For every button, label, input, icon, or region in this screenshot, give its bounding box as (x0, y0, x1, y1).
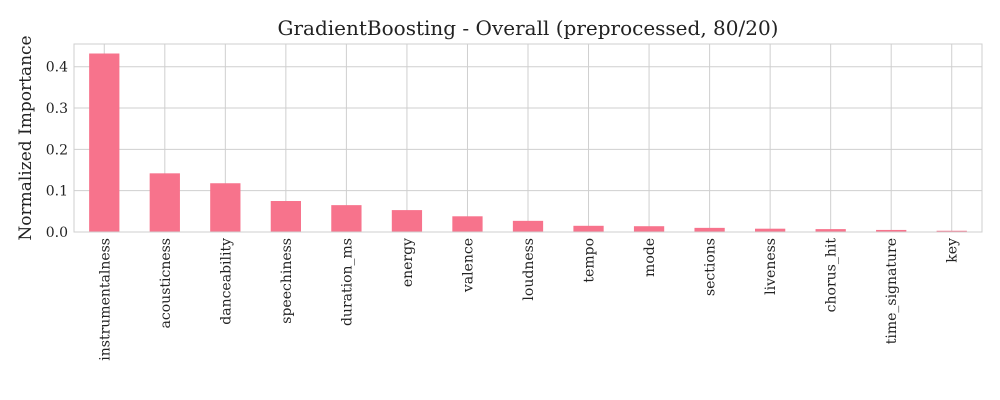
bar-tempo (573, 225, 604, 232)
x-tick-label: liveness (763, 238, 779, 295)
x-tick-label: instrumentalness (97, 238, 113, 361)
bars (89, 53, 967, 232)
y-tick-label: 0.0 (46, 225, 68, 241)
bar-sections (694, 227, 725, 232)
y-tick-label: 0.2 (46, 142, 68, 158)
bar-duration-ms (331, 205, 362, 232)
bar-energy (391, 210, 423, 232)
bar-mode (633, 226, 665, 232)
bar-key (936, 230, 967, 232)
bar-instrumentalness (89, 53, 120, 232)
y-tick-label: 0.4 (46, 60, 68, 76)
x-tick-label: tempo (582, 238, 598, 283)
bar-loudness (512, 220, 544, 232)
x-tick-label: key (945, 238, 961, 263)
y-tick-labels: 0.0 0.1 0.2 0.3 0.4 (46, 60, 68, 241)
bar-liveness (755, 228, 786, 232)
x-tick-label: mode (642, 238, 658, 277)
y-axis-label: Normalized Importance (16, 35, 36, 240)
bar-valence (452, 216, 483, 232)
bar-danceability (210, 183, 241, 232)
x-tick-label: duration_ms (339, 238, 355, 326)
bar-time-signature (876, 229, 907, 232)
x-tick-label: sections (703, 238, 719, 296)
bar-acousticness (149, 173, 180, 232)
x-tick-label: danceability (218, 238, 234, 325)
x-tick-label: loudness (521, 238, 537, 301)
y-tick-label: 0.3 (46, 101, 68, 117)
plot-frame (73, 43, 983, 233)
chart-title: GradientBoosting - Overall (preprocessed… (278, 16, 779, 40)
x-tick-label: speechiness (279, 238, 295, 324)
x-tick-label: acousticness (158, 238, 174, 328)
x-tick-label: time_signature (884, 238, 900, 344)
bar-speechiness (270, 201, 301, 232)
y-tick-label: 0.1 (46, 184, 68, 200)
bar-chorus-hit (815, 229, 846, 232)
x-tick-label: chorus_hit (824, 238, 840, 313)
x-tick-label: energy (400, 238, 416, 287)
x-tick-labels: instrumentalness acousticness danceability… (97, 238, 960, 361)
x-tick-label: valence (460, 238, 476, 293)
